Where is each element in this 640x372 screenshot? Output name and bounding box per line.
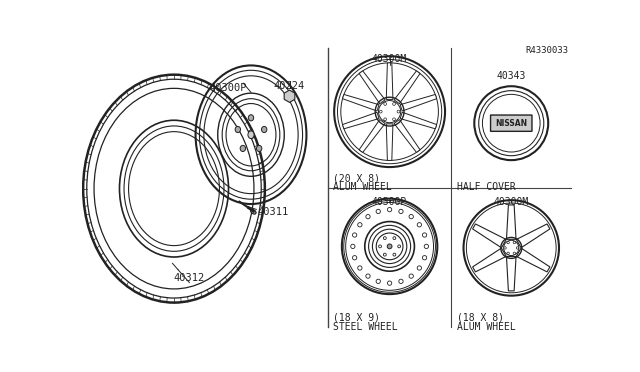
Ellipse shape [393,253,396,256]
Ellipse shape [353,233,356,237]
Polygon shape [472,248,506,272]
Text: (20 X 8): (20 X 8) [333,173,380,183]
Ellipse shape [417,222,422,227]
Ellipse shape [376,279,380,283]
Ellipse shape [513,252,516,254]
Ellipse shape [507,252,509,254]
Ellipse shape [379,245,381,248]
Ellipse shape [507,241,509,244]
Ellipse shape [358,266,362,270]
Polygon shape [400,112,436,129]
Ellipse shape [358,222,362,227]
Text: 40300M: 40300M [372,54,407,64]
FancyBboxPatch shape [490,115,532,131]
Ellipse shape [424,244,429,248]
Ellipse shape [393,118,396,121]
Ellipse shape [409,274,413,278]
Text: HALF COVER: HALF COVER [456,183,515,192]
Polygon shape [400,94,436,111]
Ellipse shape [504,247,506,249]
Text: 40300P: 40300P [372,197,407,207]
Text: (18 X 9): (18 X 9) [333,312,380,323]
Ellipse shape [513,241,516,244]
Ellipse shape [380,110,382,113]
Ellipse shape [248,115,253,121]
Polygon shape [359,119,385,153]
Polygon shape [387,124,393,160]
Ellipse shape [422,256,427,260]
Text: ALUM WHEEL: ALUM WHEEL [333,183,392,192]
Text: NISSAN: NISSAN [495,119,527,128]
Text: R4330033: R4330033 [525,46,568,55]
Ellipse shape [399,279,403,283]
Ellipse shape [397,110,400,113]
Ellipse shape [366,215,370,219]
Polygon shape [387,63,393,99]
Text: 40312: 40312 [174,273,205,283]
Ellipse shape [384,118,387,121]
Ellipse shape [399,209,403,214]
Polygon shape [506,257,516,291]
Ellipse shape [235,126,241,132]
Ellipse shape [248,131,254,139]
Text: STEEL WHEEL: STEEL WHEEL [333,322,398,332]
Ellipse shape [376,209,380,214]
Ellipse shape [393,103,396,105]
Ellipse shape [397,245,401,248]
Ellipse shape [409,215,413,219]
Polygon shape [472,224,506,248]
Ellipse shape [393,237,396,240]
Text: 40300M: 40300M [493,197,529,207]
Ellipse shape [353,256,356,260]
Text: 40311: 40311 [257,207,289,217]
Polygon shape [516,224,550,248]
Text: (18 X 8): (18 X 8) [456,312,504,323]
Text: 40300P: 40300P [209,83,246,93]
Text: 40224: 40224 [274,81,305,91]
Ellipse shape [366,274,370,278]
Ellipse shape [516,247,518,249]
Polygon shape [342,112,379,129]
Ellipse shape [422,233,427,237]
Polygon shape [394,71,420,104]
Ellipse shape [383,253,387,256]
Text: 40343: 40343 [497,71,526,81]
Ellipse shape [384,103,387,105]
Ellipse shape [387,281,392,285]
Ellipse shape [240,145,246,151]
Polygon shape [516,248,550,272]
Polygon shape [359,71,385,104]
Polygon shape [506,205,516,239]
Ellipse shape [257,145,262,151]
Ellipse shape [387,208,392,212]
Text: ALUM WHEEL: ALUM WHEEL [456,322,515,332]
Ellipse shape [387,244,392,249]
Polygon shape [342,94,379,111]
Ellipse shape [351,244,355,248]
Ellipse shape [383,237,387,240]
Ellipse shape [262,126,267,132]
Ellipse shape [250,209,256,214]
Ellipse shape [417,266,422,270]
Polygon shape [394,119,420,153]
